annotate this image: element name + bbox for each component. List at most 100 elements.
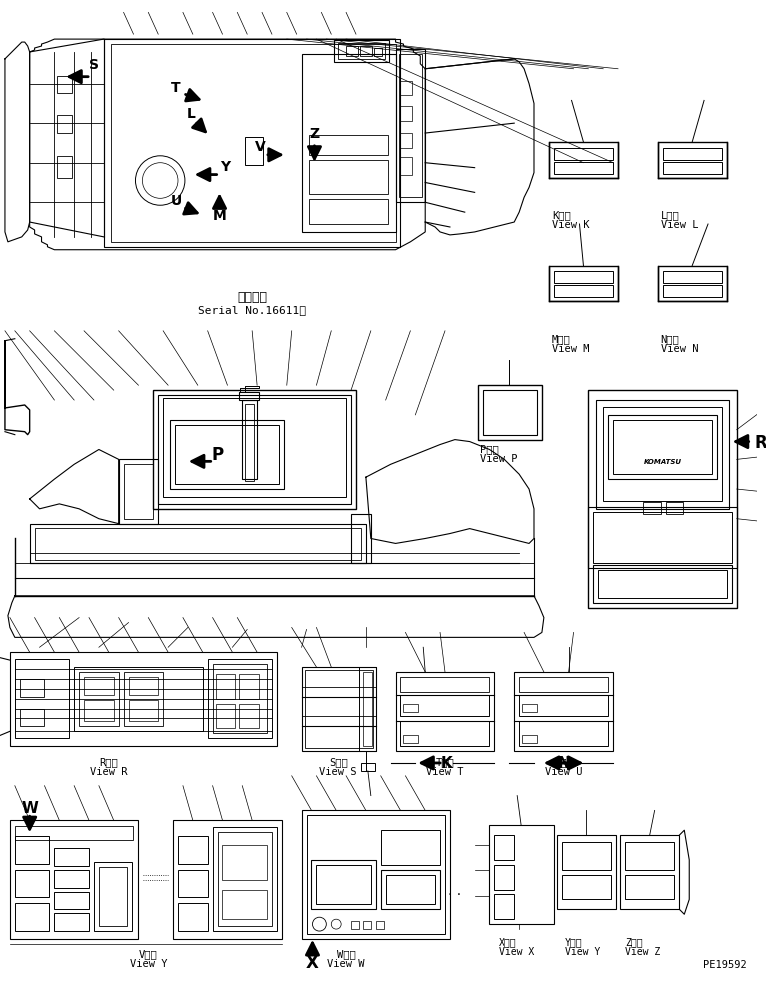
Bar	[309, 136, 388, 156]
Bar	[663, 286, 722, 298]
Text: KOMATSU: KOMATSU	[643, 458, 682, 464]
Bar	[514, 672, 613, 751]
Text: View W: View W	[327, 957, 365, 967]
Text: P　視: P 視	[480, 444, 499, 454]
Bar	[401, 722, 489, 746]
Bar	[663, 149, 722, 161]
Bar	[54, 870, 89, 887]
Bar	[398, 55, 422, 198]
Bar	[99, 867, 126, 926]
Text: N: N	[558, 755, 570, 771]
Bar	[173, 820, 282, 939]
Bar	[242, 400, 257, 479]
Bar	[84, 700, 113, 722]
Bar	[519, 722, 608, 746]
Text: Z　視: Z 視	[625, 936, 643, 946]
Text: T: T	[172, 81, 181, 95]
Bar	[401, 107, 412, 122]
Bar	[657, 143, 727, 178]
Bar	[625, 875, 674, 899]
Bar	[316, 865, 371, 904]
Bar	[554, 286, 613, 298]
Bar	[79, 672, 119, 727]
Bar	[10, 820, 139, 939]
Bar	[306, 815, 445, 934]
Bar	[305, 670, 373, 748]
Bar	[15, 870, 50, 897]
Text: View N: View N	[660, 343, 698, 353]
Bar	[666, 503, 683, 515]
Bar	[663, 272, 722, 284]
Text: N　視: N 視	[660, 333, 679, 343]
Bar	[302, 668, 376, 751]
Bar	[15, 660, 69, 739]
Text: T　視: T 視	[436, 756, 454, 766]
Bar	[594, 566, 732, 603]
Bar	[548, 143, 618, 178]
Bar	[561, 842, 611, 870]
Bar	[554, 272, 613, 284]
Bar	[175, 425, 279, 484]
Text: K　視: K 視	[552, 210, 571, 220]
Bar	[239, 392, 259, 400]
Bar	[178, 903, 208, 931]
Text: U　視: U 視	[555, 756, 573, 766]
Text: W　視: W 視	[337, 948, 355, 957]
Bar	[57, 116, 72, 134]
Bar	[153, 390, 356, 510]
Bar	[302, 55, 395, 233]
Bar	[351, 515, 371, 564]
Bar	[401, 134, 412, 149]
Text: L: L	[186, 107, 195, 121]
Bar	[15, 903, 50, 931]
Bar	[401, 82, 412, 97]
Text: View Z: View Z	[625, 946, 660, 955]
Text: View Y: View Y	[129, 957, 167, 967]
Bar	[401, 158, 412, 176]
Text: View M: View M	[552, 343, 589, 353]
Text: PE19592: PE19592	[703, 958, 747, 968]
Bar	[381, 870, 440, 909]
Bar	[178, 836, 208, 864]
Bar	[603, 407, 722, 502]
Bar	[360, 47, 372, 57]
Bar	[385, 875, 435, 904]
Bar	[522, 736, 537, 743]
Bar	[215, 704, 235, 729]
Bar	[494, 835, 514, 860]
Bar	[346, 47, 358, 57]
Bar	[20, 709, 44, 727]
Bar	[245, 138, 263, 166]
Bar	[163, 398, 346, 498]
Bar	[57, 77, 72, 95]
Bar	[239, 704, 259, 729]
Bar	[54, 848, 89, 866]
Bar	[84, 677, 113, 695]
Text: View T: View T	[426, 766, 463, 776]
Text: View R: View R	[90, 766, 127, 776]
Bar	[159, 395, 351, 505]
Text: View X: View X	[499, 946, 535, 955]
Bar	[374, 49, 381, 57]
Text: R: R	[755, 433, 766, 452]
Text: S　視: S 視	[329, 756, 348, 766]
Bar	[359, 668, 376, 751]
Bar	[598, 571, 727, 599]
Bar	[30, 525, 366, 564]
Bar	[548, 266, 618, 302]
Bar	[170, 420, 284, 489]
Text: Y: Y	[221, 160, 231, 174]
Text: L　視: L 視	[660, 210, 679, 220]
Bar	[123, 464, 153, 520]
Bar	[554, 149, 613, 161]
Bar	[363, 921, 371, 929]
Bar	[554, 163, 613, 175]
Bar	[10, 653, 277, 746]
Text: View U: View U	[545, 766, 582, 776]
Bar	[20, 679, 44, 697]
Bar	[494, 865, 514, 889]
Bar	[401, 677, 489, 692]
Bar	[625, 842, 674, 870]
Text: X: X	[306, 952, 319, 971]
Bar	[334, 41, 388, 63]
